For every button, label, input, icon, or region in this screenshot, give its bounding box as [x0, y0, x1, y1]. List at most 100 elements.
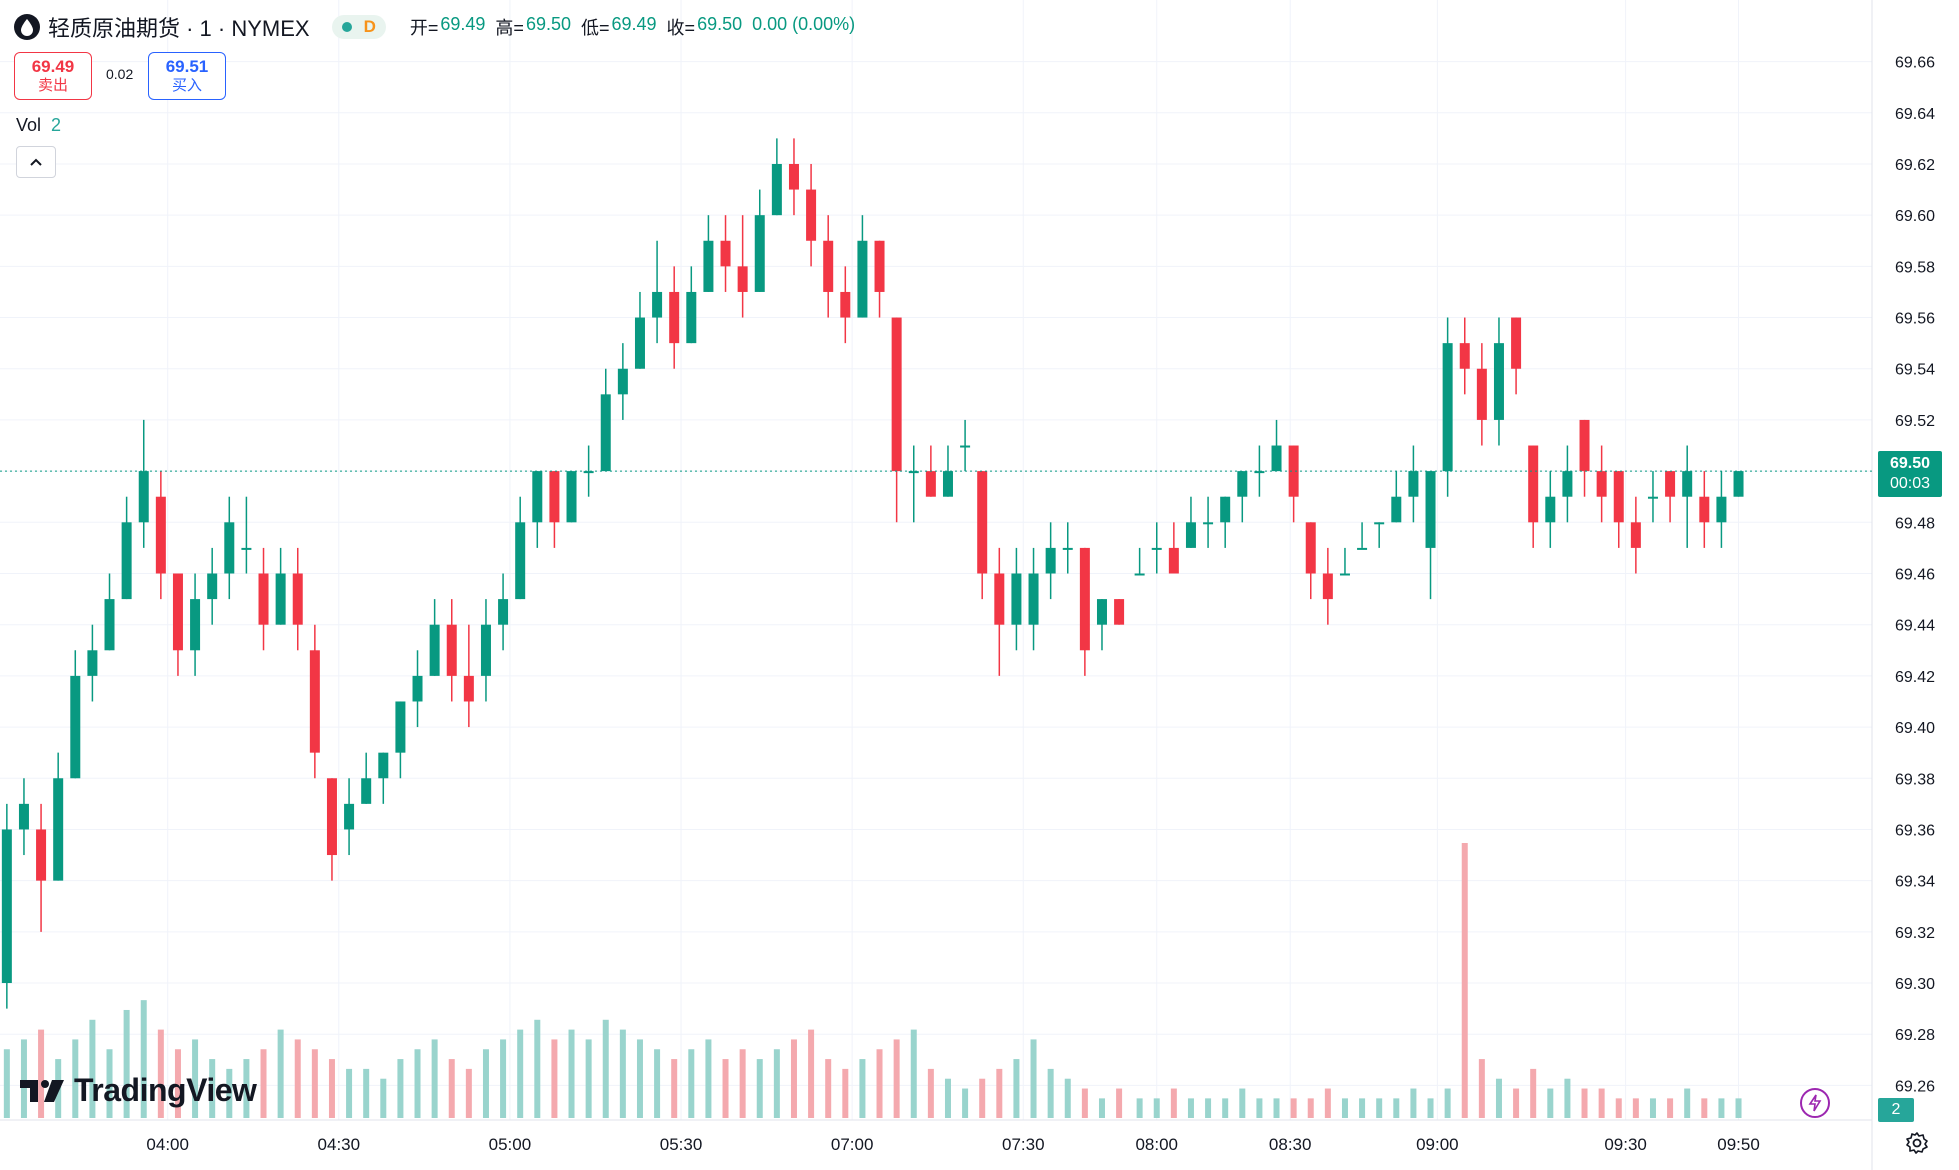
collapse-legend-button[interactable] [16, 146, 56, 178]
volume-bar [1013, 1059, 1020, 1118]
tradingview-branding[interactable]: TradingView [20, 1072, 257, 1109]
volume-bar [123, 1009, 130, 1118]
volume-bar [671, 1059, 678, 1118]
candle-body [1647, 496, 1658, 499]
volume-bar [619, 1029, 626, 1118]
volume-bar [1222, 1098, 1229, 1118]
flash-button[interactable] [1800, 1088, 1830, 1118]
candle-body [18, 803, 29, 830]
volume-bar [260, 1049, 267, 1118]
volume-bar [1153, 1098, 1160, 1118]
volume-legend[interactable]: Vol 2 [16, 115, 61, 136]
candle-body [1425, 471, 1436, 548]
volume-bar [174, 1049, 181, 1118]
candle-body [1682, 471, 1693, 497]
volume-bar [1170, 1088, 1177, 1118]
volume-bar [243, 1059, 250, 1118]
volume-bar [431, 1039, 438, 1118]
x-tick-label: 07:00 [831, 1135, 874, 1154]
volume-bar [363, 1068, 370, 1118]
volume-bar [1393, 1098, 1400, 1118]
buy-button[interactable]: 69.51 买入 [148, 52, 226, 100]
y-tick-label: 69.42 [1895, 669, 1935, 686]
volume-bar [328, 1059, 335, 1118]
oil-drop-icon [14, 14, 40, 40]
chart-settings-button[interactable] [1904, 1130, 1930, 1156]
change-value: 0.00 (0.00%) [752, 14, 856, 34]
candle-body [1665, 471, 1676, 497]
sell-price: 69.49 [31, 57, 75, 76]
volume-bar [859, 1059, 866, 1118]
y-tick-label: 69.64 [1895, 106, 1935, 123]
volume-bar [1359, 1098, 1366, 1118]
volume-bar [1098, 1098, 1105, 1118]
volume-bar [979, 1078, 986, 1118]
candle-body [1716, 496, 1727, 523]
candle-body [463, 675, 474, 702]
volume-bar [910, 1029, 917, 1118]
volume-bar [482, 1049, 489, 1118]
candle-body [1613, 471, 1624, 523]
volume-bar [1735, 1098, 1742, 1118]
candle-body [1045, 547, 1056, 574]
bar-countdown: 00:03 [1889, 475, 1931, 492]
volume-axis-tag: 2 [1878, 1098, 1914, 1122]
volume-bar [636, 1039, 643, 1118]
volume-legend-value: 2 [51, 115, 62, 135]
volume-bar [1187, 1098, 1194, 1118]
candle-body [1322, 573, 1333, 600]
volume-bar [551, 1039, 558, 1118]
candle-body [1168, 547, 1179, 574]
candle-body [891, 317, 902, 472]
candle-body [446, 624, 457, 676]
y-tick-label: 69.52 [1895, 413, 1935, 430]
last-price-value: 69.50 [1889, 455, 1931, 472]
volume-bar [157, 1029, 164, 1118]
candle-body [190, 599, 201, 651]
volume-bar [1290, 1098, 1297, 1118]
volume-bar [1530, 1068, 1537, 1118]
candle-body [566, 471, 577, 523]
candle-body [1408, 471, 1419, 497]
candle-body [1476, 368, 1487, 420]
candle-body [720, 240, 731, 267]
candle-body [1545, 496, 1556, 523]
volume-bar [209, 1059, 216, 1118]
y-tick-label: 69.54 [1895, 362, 1935, 379]
sell-button[interactable]: 69.49 卖出 [14, 52, 92, 100]
candle-body [994, 573, 1005, 625]
volume-bar [1205, 1098, 1212, 1118]
y-tick-label: 69.36 [1895, 822, 1935, 839]
candle-body [1237, 471, 1248, 497]
candle-body [1459, 343, 1470, 369]
candle-body [1442, 343, 1453, 472]
candle-body [1, 829, 12, 984]
candle-body [1630, 522, 1641, 548]
spread-value: 0.02 [106, 66, 134, 82]
volume-bar [1649, 1098, 1656, 1118]
volume-bar [1444, 1088, 1451, 1118]
candle-body [686, 291, 697, 344]
candle-body [1220, 496, 1231, 523]
market-status-pill[interactable]: D [331, 15, 386, 39]
volume-bar [893, 1039, 900, 1118]
candle-body [600, 394, 611, 472]
y-tick-label: 69.44 [1895, 618, 1935, 635]
close-label: 收= [666, 18, 696, 38]
candle-body [1028, 573, 1039, 625]
candle-body [412, 675, 423, 702]
open-value: 69.49 [440, 14, 486, 34]
x-tick-label: 08:30 [1269, 1135, 1312, 1154]
candle-body [532, 471, 543, 523]
volume-bar [825, 1059, 832, 1118]
volume-bar [1615, 1098, 1622, 1118]
symbol-legend: 轻质原油期货 · 1 · NYMEX D 开= 69.49 高= 69.50 低… [14, 12, 865, 42]
volume-bar [1047, 1068, 1054, 1118]
x-tick-label: 05:30 [660, 1135, 703, 1154]
candle-body [1254, 471, 1265, 474]
candle-body [977, 471, 988, 574]
symbol-title[interactable]: 轻质原油期货 · 1 · NYMEX [48, 16, 310, 41]
candle-body [788, 163, 799, 190]
